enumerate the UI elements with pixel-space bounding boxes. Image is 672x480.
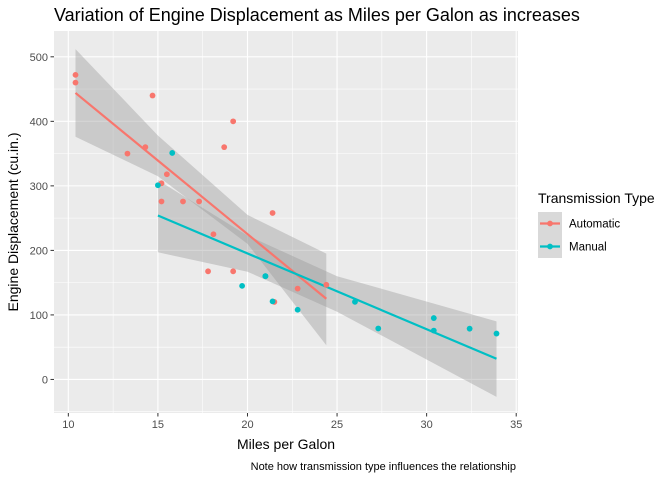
grid-minor [54, 31, 518, 413]
data-point [124, 150, 131, 157]
legend: Automatic Manual [538, 212, 620, 258]
data-point [323, 281, 330, 288]
data-point [294, 285, 301, 292]
data-point [196, 198, 203, 205]
data-point [430, 327, 437, 334]
legend-key-point [547, 220, 553, 227]
data-point [269, 298, 276, 305]
y-tick-label: 0 [42, 374, 48, 386]
data-point [180, 198, 186, 205]
data-point [149, 92, 156, 99]
legend-key-point [547, 243, 553, 250]
fit-line [74, 92, 328, 300]
confidence-band [157, 180, 497, 397]
data-point [169, 150, 176, 156]
x-tick-label: 20 [241, 419, 253, 431]
data-point [158, 198, 165, 205]
data-point [205, 268, 211, 275]
data-point [493, 330, 500, 337]
data-point [269, 210, 276, 216]
legend-label: Manual [569, 242, 607, 254]
data-point [72, 79, 79, 86]
data-point [230, 268, 237, 275]
x-tick-label: 35 [510, 419, 522, 431]
data-point [352, 298, 358, 305]
x-tick-label: 30 [421, 419, 433, 431]
data-point [230, 118, 237, 125]
y-tick-label: 200 [30, 245, 48, 257]
data-point [163, 171, 170, 178]
data-point [262, 273, 269, 280]
data-point [294, 306, 301, 313]
data-point [221, 144, 228, 151]
data-points [72, 71, 500, 337]
data-point [155, 182, 161, 189]
x-tick-label: 25 [331, 419, 343, 431]
legend-title: Transmission Type [538, 190, 655, 206]
x-tick-label: 15 [152, 419, 164, 431]
data-point [239, 282, 246, 289]
y-axis-title: Engine Displacement (cu.in.) [5, 133, 21, 312]
plot-panel [54, 31, 518, 413]
y-tick-label: 100 [30, 310, 48, 322]
x-axis: 10 15 20 25 30 35 [62, 413, 522, 431]
y-tick-label: 400 [30, 116, 48, 128]
x-tick-label: 10 [62, 419, 74, 431]
data-point [210, 231, 217, 238]
y-tick-label: 300 [30, 181, 48, 193]
x-axis-title: Miles per Galon [237, 436, 335, 452]
data-point [430, 315, 437, 321]
data-point [72, 71, 79, 78]
data-point [375, 325, 382, 332]
y-axis: 0 100 200 300 400 500 [30, 52, 54, 386]
grid-major [54, 31, 518, 413]
chart-caption: Note how transmission type influences th… [251, 461, 516, 473]
chart-title: Variation of Engine Displacement as Mile… [54, 5, 580, 25]
data-point [142, 144, 149, 151]
data-point [466, 325, 473, 332]
y-tick-label: 500 [30, 52, 48, 64]
legend-label: Automatic [569, 219, 620, 231]
